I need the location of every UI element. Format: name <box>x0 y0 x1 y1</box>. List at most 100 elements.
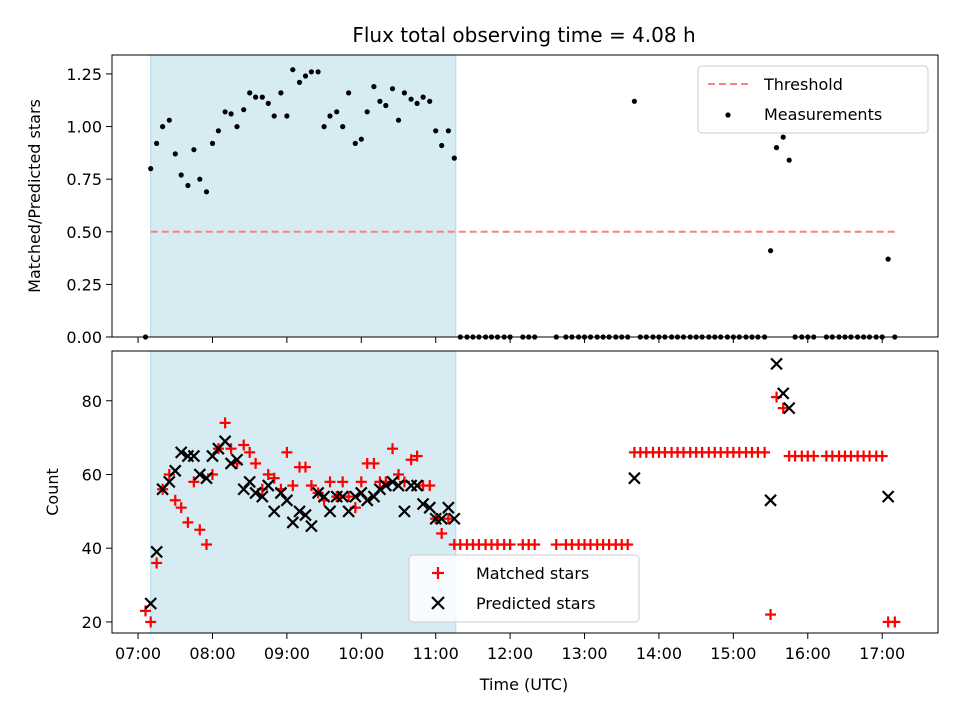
matched-star-point <box>368 457 380 469</box>
matched-star-point <box>268 472 280 484</box>
matched-star-point <box>759 446 771 458</box>
matched-star-point <box>287 480 299 492</box>
predicted-star-point <box>379 479 393 492</box>
top-axes-frame <box>111 54 939 338</box>
measurement-point <box>389 86 396 92</box>
matched-star-point <box>424 480 436 492</box>
bottom-y-axis-label: Count <box>43 468 62 516</box>
legend-matched-swatch <box>432 567 444 579</box>
matched-star-point <box>305 480 317 492</box>
predicted-star-point <box>293 505 306 518</box>
measurement-point <box>885 256 891 262</box>
predicted-star-point <box>193 468 207 481</box>
measurement-point <box>278 90 284 96</box>
measurement-point <box>401 90 407 96</box>
observing-span-shade <box>150 54 457 338</box>
measurement-point <box>377 98 383 104</box>
bottom-x-ticks: 07:00 08:00 09:00 10:00 11:00 12:00 13:00 14:00… <box>115 633 905 663</box>
matched-star-point <box>550 539 562 551</box>
x-tick-label: 16:00 <box>785 644 831 663</box>
predicted-star-point <box>150 545 163 559</box>
bottom-axes-frame <box>111 350 939 634</box>
predicted-star-point <box>218 435 232 448</box>
matched-star-point <box>244 446 256 458</box>
measurement-point <box>420 94 426 100</box>
measurement-point <box>259 94 265 100</box>
predicted-star-point <box>187 449 201 463</box>
matched-star-point <box>392 468 404 480</box>
measurement-point <box>178 172 184 178</box>
x-tick-label: 09:00 <box>264 644 310 663</box>
measurement-point <box>773 145 780 151</box>
measurement-point <box>191 147 197 153</box>
predicted-star-point <box>423 501 437 514</box>
matched-star-point <box>411 450 423 462</box>
predicted-star-point <box>386 475 399 489</box>
top-x-ticks <box>137 337 883 343</box>
matched-star-point <box>225 443 237 455</box>
legend-matched-label: Matched stars <box>476 564 589 583</box>
predicted-star-point <box>224 457 238 470</box>
matched-star-point <box>387 443 399 455</box>
legend-measurements-swatch <box>725 112 731 118</box>
predicted-star-point <box>249 486 262 500</box>
predicted-star-point <box>317 490 331 503</box>
predicted-star-point <box>336 490 349 503</box>
predicted-star-point <box>392 479 405 492</box>
matched-star-point <box>405 454 417 466</box>
matched-star-point <box>194 524 206 536</box>
measurement-point <box>340 124 346 130</box>
measurement-point <box>427 98 433 104</box>
measurement-point <box>172 151 178 157</box>
measurement-point <box>228 111 234 117</box>
x-tick-label: 08:00 <box>189 644 235 663</box>
measurement-point <box>408 96 414 102</box>
matched-star-point <box>889 616 901 628</box>
top-y-ticks: 0.00 0.25 0.50 0.75 1.00 1.25 <box>66 65 112 347</box>
measurement-point <box>247 90 253 96</box>
measurement-point <box>352 140 358 146</box>
predicted-star-point <box>286 516 300 529</box>
predicted-star-point <box>776 387 790 400</box>
predicted-star-point <box>373 482 387 496</box>
measurement-point <box>271 113 277 119</box>
measurement-point <box>308 69 314 75</box>
measurement-point <box>265 100 271 106</box>
predicted-star-point <box>261 479 275 492</box>
x-tick-label: 07:00 <box>115 644 161 663</box>
measurement-point <box>327 113 333 119</box>
matched-star-point <box>238 439 250 451</box>
y-tick-label: 0.00 <box>66 328 102 347</box>
predicted-star-point <box>881 490 895 503</box>
predicted-star-point <box>323 505 337 518</box>
measurement-point <box>364 109 370 115</box>
matched-star-point <box>324 476 336 488</box>
measurement-point <box>154 140 160 146</box>
bottom-legend-box <box>408 554 640 623</box>
x-tick-label: 15:00 <box>710 644 756 663</box>
measurement-point <box>302 73 309 79</box>
matched-star-point <box>175 502 187 514</box>
measurement-point <box>780 134 786 140</box>
y-tick-label: 0.25 <box>66 275 102 294</box>
y-tick-label: 1.00 <box>66 118 102 137</box>
matched-star-point <box>765 609 777 621</box>
x-axis-label: Time (UTC) <box>479 675 568 694</box>
predicted-star-point <box>174 446 188 459</box>
measurement-point <box>631 98 638 104</box>
x-tick-label: 13:00 <box>561 644 607 663</box>
matched-star-point <box>777 402 789 414</box>
matched-star-point <box>299 461 311 473</box>
predicted-star-point <box>243 475 256 489</box>
predicted-star-point <box>163 475 176 489</box>
measurement-point <box>209 140 216 146</box>
predicted-star-point <box>144 597 157 610</box>
measurement-point <box>148 166 154 172</box>
x-tick-label: 11:00 <box>413 644 459 663</box>
matched-star-point <box>182 516 194 528</box>
measurement-point <box>222 109 228 115</box>
predicted-star-point <box>360 494 374 507</box>
y-tick-label: 0.75 <box>66 170 102 189</box>
predicted-star-point <box>442 501 455 514</box>
matched-star-point <box>337 476 349 488</box>
